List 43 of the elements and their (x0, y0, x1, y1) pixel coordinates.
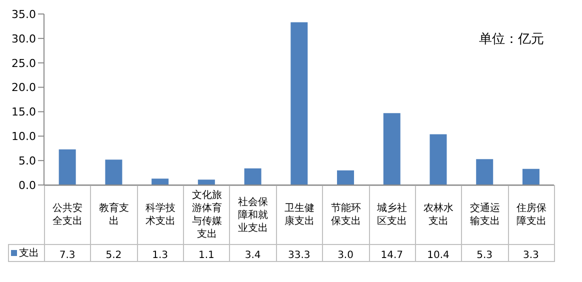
y-tick-label: 25.0 (12, 56, 36, 70)
annotation: 单位：亿元 (479, 31, 544, 48)
data-label: 1.3 (152, 250, 168, 261)
data-label: 5.2 (106, 250, 122, 261)
x-tick-label: 卫生健康支出 (276, 186, 323, 244)
y-tick-label: 0.0 (18, 178, 36, 192)
x-tick-label: 农林水支出 (415, 186, 462, 244)
bar (152, 178, 169, 185)
data-label: 33.3 (288, 250, 310, 261)
x-tick-label: 节能环保支出 (322, 186, 370, 244)
bar (290, 22, 308, 185)
data-label: 14.7 (380, 250, 404, 261)
bar (522, 168, 540, 185)
x-tick-label: 公共安全支出 (44, 186, 91, 244)
legend-label: 支出 (8, 244, 44, 262)
bar (105, 160, 122, 185)
data-label: 3.3 (523, 250, 539, 261)
data-label: 5.3 (476, 250, 493, 261)
bar (430, 134, 447, 185)
bar (244, 168, 262, 185)
y-tick-label: 10.0 (12, 130, 36, 144)
y-tick-label: 35.0 (12, 8, 36, 21)
data-label: 3.0 (338, 250, 354, 261)
y-tick-label: 5.0 (18, 154, 36, 168)
bar (383, 113, 400, 185)
bar (337, 170, 354, 185)
data-label: 3.4 (244, 250, 261, 261)
x-tick-label: 交通运输支出 (462, 186, 508, 244)
y-tick-label: 20.0 (12, 81, 36, 94)
x-tick-label: 科学技术支出 (137, 186, 184, 244)
x-tick-label: 城乡社区支出 (369, 186, 416, 244)
x-tick-label: 社会保障和就业支出 (230, 186, 276, 244)
data-label: 1.1 (198, 250, 214, 261)
y-tick-label: 30.0 (12, 32, 36, 46)
bar (476, 159, 494, 185)
bar (58, 149, 76, 185)
data-label: 10.4 (427, 250, 450, 261)
x-tick-label: 教育支出 (90, 186, 138, 244)
y-tick-label: 15.0 (12, 106, 36, 119)
bar (198, 180, 215, 185)
x-tick-label: 住房保障支出 (508, 186, 554, 244)
data-label: 7.3 (59, 250, 76, 261)
x-tick-label: 文化旅游体育与传媒支出 (184, 186, 230, 244)
